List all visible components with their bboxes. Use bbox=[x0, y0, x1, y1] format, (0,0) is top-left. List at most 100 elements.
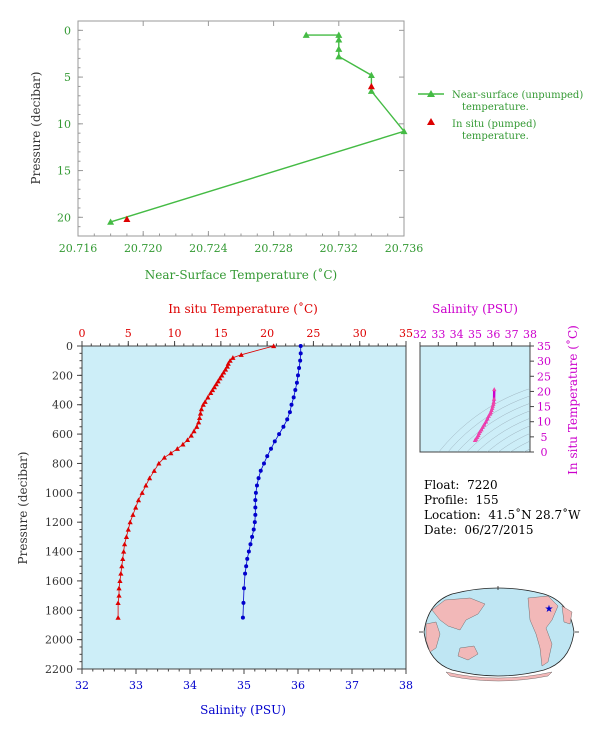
near-surface-plot-frame bbox=[77, 20, 405, 237]
temperature-point bbox=[121, 548, 127, 554]
temperature-point bbox=[215, 378, 221, 384]
salinity-point bbox=[248, 542, 253, 547]
salinity-point bbox=[272, 439, 277, 444]
temperature-point bbox=[161, 454, 167, 460]
temperature-point bbox=[188, 432, 194, 438]
location-label: Location: bbox=[424, 508, 481, 522]
ts-x-tick-label: 33 bbox=[431, 328, 445, 341]
ts-y-tick-label: 20 bbox=[537, 385, 551, 398]
ts-point bbox=[485, 416, 490, 421]
temperature-profile-series bbox=[115, 343, 277, 620]
pressure-tick-label: 600 bbox=[52, 428, 73, 441]
ts-point bbox=[491, 399, 496, 404]
salinity-point bbox=[240, 615, 245, 620]
salinity-point bbox=[246, 549, 251, 554]
salinity-point bbox=[261, 461, 266, 466]
pressure-tick-label: 2000 bbox=[45, 634, 73, 647]
ts-title: Salinity (PSU) bbox=[432, 302, 518, 316]
ts-y-tick-label: 10 bbox=[537, 416, 551, 429]
x-tick-label: 20.716 bbox=[59, 242, 98, 255]
temperature-point bbox=[213, 381, 219, 387]
salinity-point bbox=[296, 373, 300, 378]
map-landmass-americas bbox=[527, 595, 559, 667]
pumped-temperature-point bbox=[123, 215, 131, 222]
temperature-point bbox=[127, 519, 133, 525]
salinity-point bbox=[242, 586, 246, 591]
temperature-point bbox=[209, 387, 216, 393]
density-contour bbox=[551, 533, 601, 611]
temperature-point bbox=[168, 450, 174, 456]
unpumped-temperature-point bbox=[367, 71, 375, 79]
ts-y-tick-label: 0 bbox=[541, 446, 548, 459]
temperature-point bbox=[202, 399, 208, 404]
ts-x-tick-label: 36 bbox=[486, 328, 500, 341]
ts-y-tick-label: 30 bbox=[537, 355, 551, 368]
salinity-point bbox=[269, 446, 273, 451]
salinity-point bbox=[245, 556, 250, 561]
temperature-point bbox=[196, 419, 202, 425]
salinity-point bbox=[251, 527, 256, 532]
x-tick-label: 20.732 bbox=[320, 242, 359, 255]
float-value: 7220 bbox=[467, 478, 498, 492]
sal-tick-label: 38 bbox=[399, 679, 413, 692]
ts-y-tick-label: 25 bbox=[537, 370, 551, 383]
temperature-point bbox=[156, 460, 162, 466]
pressure-tick-label: 1800 bbox=[45, 604, 73, 617]
ts-point bbox=[490, 403, 495, 408]
pressure-tick-label: 800 bbox=[52, 457, 73, 470]
x-tick-label: 20.728 bbox=[254, 242, 293, 255]
pressure-tick-label: 0 bbox=[66, 340, 73, 353]
date-label: Date: bbox=[424, 523, 457, 537]
salinity-point bbox=[294, 380, 299, 385]
legend-label-pumped-1: In situ (pumped) bbox=[452, 119, 536, 130]
near-surface-legend: Near-surface (unpumped) temperature. In … bbox=[418, 90, 583, 142]
temperature-point bbox=[119, 563, 125, 569]
salinity-point bbox=[254, 483, 259, 488]
ts-point bbox=[483, 419, 489, 424]
temperature-point bbox=[118, 570, 124, 576]
temperature-point bbox=[115, 600, 121, 606]
temperature-point bbox=[133, 504, 139, 510]
temp-tick-label: 25 bbox=[306, 327, 320, 340]
sal-tick-label: 37 bbox=[345, 679, 359, 692]
ts-x-tick-label: 34 bbox=[450, 328, 464, 341]
pumped-temperature-point bbox=[367, 82, 375, 90]
ts-diagram: 32 33 34 35 36 37 38 0 5 10 15 20 25 30 35 Salinity (P… bbox=[413, 302, 601, 611]
near-surface-x-axis-label: Near-Surface Temperature (˚C) bbox=[145, 267, 337, 282]
legend-triangle-icon-unpumped bbox=[427, 90, 435, 97]
temperature-point bbox=[196, 415, 203, 421]
temperature-point bbox=[222, 366, 229, 372]
profile-label: Profile: bbox=[424, 493, 469, 507]
temperature-point bbox=[217, 375, 223, 381]
sal-tick-label: 35 bbox=[237, 679, 251, 692]
ts-point bbox=[472, 437, 478, 442]
float-label: Float: bbox=[424, 478, 460, 492]
salinity-point bbox=[298, 344, 303, 348]
salinity-point bbox=[297, 366, 302, 371]
salinity-point bbox=[241, 600, 246, 605]
legend-label-unpumped-2: temperature. bbox=[462, 102, 529, 113]
pressure-tick-label: 1400 bbox=[45, 546, 73, 559]
temperature-point bbox=[116, 592, 122, 598]
temperature-point bbox=[184, 437, 191, 443]
map-landmass-australia bbox=[457, 645, 479, 661]
salinity-point bbox=[298, 358, 303, 363]
temp-tick-label: 15 bbox=[214, 327, 228, 340]
salinity-point bbox=[281, 424, 286, 429]
salinity-point bbox=[291, 395, 296, 400]
y-tick-label: 15 bbox=[57, 165, 71, 178]
temperature-point bbox=[219, 372, 225, 378]
salinity-point bbox=[293, 388, 298, 393]
temperature-point bbox=[146, 475, 153, 481]
temperature-point bbox=[208, 390, 214, 396]
y-tick-label: 20 bbox=[57, 211, 71, 224]
temperature-point bbox=[125, 526, 131, 532]
unpumped-temperature-point bbox=[107, 218, 115, 225]
pressure-tick-label: 200 bbox=[52, 369, 73, 382]
salinity-point bbox=[277, 432, 282, 437]
temperature-point bbox=[200, 402, 206, 407]
y-tick-label: 10 bbox=[57, 118, 71, 131]
unpumped-temperature-point bbox=[335, 45, 343, 52]
temperature-point bbox=[224, 363, 230, 369]
x-tick-label: 20.724 bbox=[189, 242, 228, 255]
